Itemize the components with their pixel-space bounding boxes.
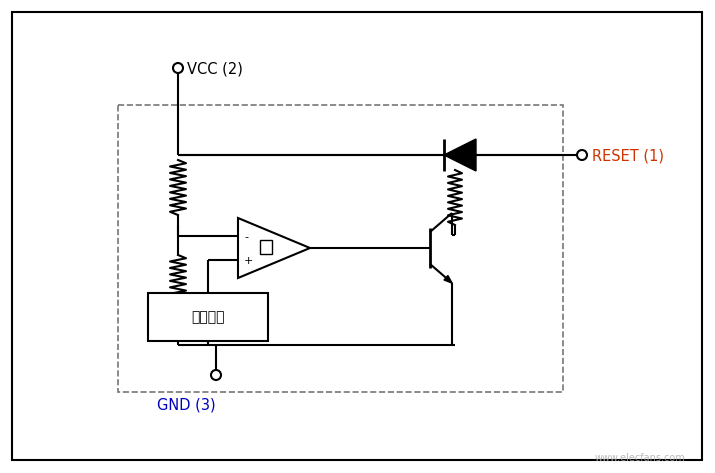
Bar — [118, 105, 563, 392]
Polygon shape — [444, 139, 476, 171]
Bar — [260, 240, 272, 254]
Polygon shape — [444, 275, 452, 283]
Text: 比较电压: 比较电压 — [191, 310, 225, 324]
Text: VCC (2): VCC (2) — [187, 61, 243, 77]
Bar — [148, 293, 268, 341]
Text: RESET (1): RESET (1) — [592, 149, 664, 164]
Text: GND (3): GND (3) — [157, 397, 215, 412]
Text: www.elecfans.com: www.elecfans.com — [595, 453, 686, 463]
Text: -: - — [244, 232, 248, 242]
Text: +: + — [244, 256, 253, 266]
